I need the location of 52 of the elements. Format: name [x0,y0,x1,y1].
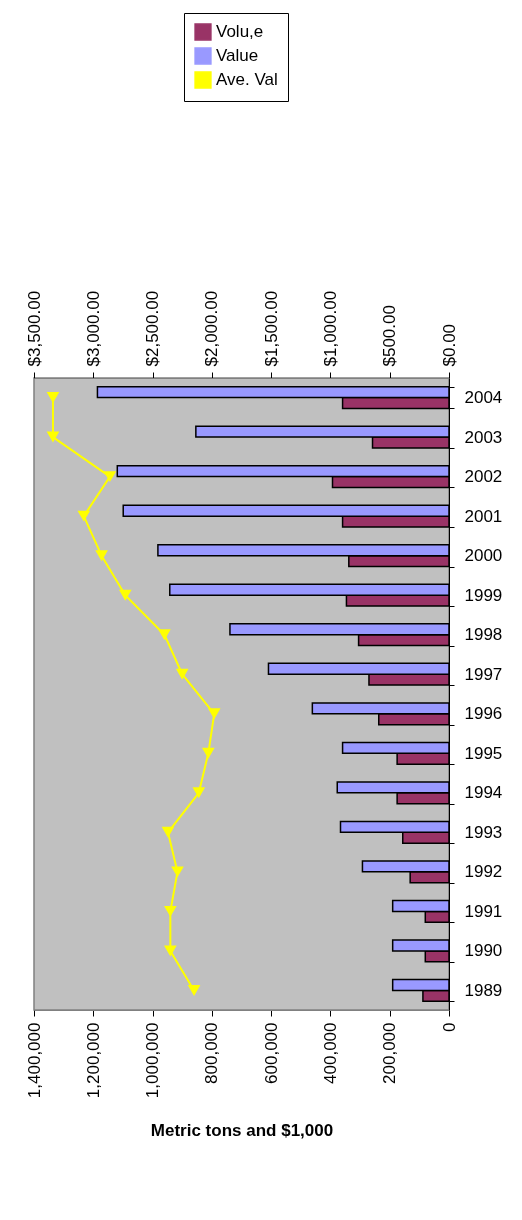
point [77,510,91,522]
point [103,471,117,483]
point [46,431,60,443]
x2-tick-label: $0.00 [439,323,459,367]
y-tick-label: 1990 [464,941,503,961]
point [175,668,189,680]
x-tick-label: 1,200,000 [83,1022,103,1099]
point [46,392,60,404]
point [161,826,175,838]
y-tick-label: 1996 [464,704,503,724]
y-tick-label: 2002 [464,467,503,487]
y-tick-label: 2000 [464,546,503,566]
point [171,866,184,878]
x-tick-label: 800,000 [202,1022,222,1084]
point [118,589,132,601]
y-tick-label: 1993 [464,822,503,842]
point [164,945,177,957]
x-tick-label: 200,000 [380,1022,400,1084]
x-axis-title: Metric tons and $1,000 [150,1121,334,1141]
x2-tick-label: $1,500.00 [261,290,281,367]
point [95,550,108,562]
point [158,629,171,641]
y-tick-label: 2001 [464,506,503,526]
legend-label: Volu,e [216,22,264,41]
x-tick-label: 1,400,000 [24,1022,44,1099]
y-tick-label: 1989 [464,980,503,1000]
x-tick-label: 600,000 [261,1022,281,1084]
y-tick-label: 2004 [464,388,503,408]
y-tick-label: 1995 [464,743,503,763]
x-tick-label: 1,000,000 [143,1022,163,1099]
x2-tick-label: $1,000.00 [320,290,340,367]
point [164,905,177,917]
x2-tick-label: $2,000.00 [202,290,222,367]
y-tick-label: 1994 [464,783,503,803]
y-tick-label: 1992 [464,862,503,882]
point [201,747,215,759]
x-tick-label: 0 [439,1022,459,1032]
x2-tick-label: $500.00 [380,305,400,367]
x2-tick-label: $3,500.00 [24,290,44,367]
x-tick-label: 400,000 [320,1022,340,1084]
legend-label: Ave. Val [216,70,278,89]
legend-label: Value [216,46,259,65]
y-tick-label: 1998 [464,625,503,645]
y-tick-label: 1997 [464,664,503,684]
point [187,984,201,996]
x2-tick-label: $3,000.00 [83,290,103,367]
y-tick-label: 2003 [464,427,503,447]
point [207,708,221,720]
point [192,787,206,799]
y-tick-label: 1991 [464,901,503,921]
x2-tick-label: $2,500.00 [143,290,163,367]
y-tick-label: 1999 [464,585,503,605]
